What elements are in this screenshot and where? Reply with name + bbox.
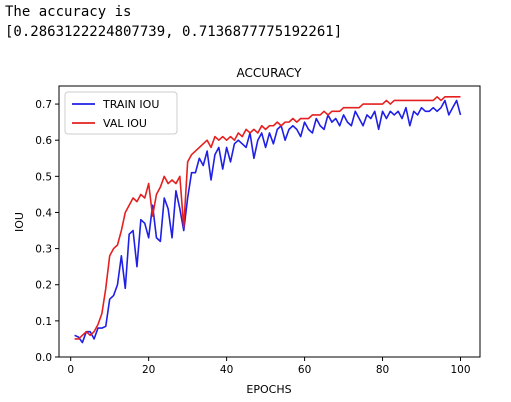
cell-output: The accuracy is [0.2863122224807739, 0.71…: [5, 2, 342, 42]
y-tick-label: 0.7: [35, 99, 52, 111]
plot-layer: [74, 96, 462, 344]
x-tick-label: 80: [376, 364, 389, 376]
x-tick-label: 100: [450, 364, 470, 376]
legend-label: VAL IOU: [103, 117, 147, 130]
y-tick-label: 0.5: [35, 171, 52, 183]
y-tick-label: 0.2: [35, 280, 52, 292]
legend-label: TRAIN IOU: [102, 98, 159, 111]
ticks-layer: 0 20 40 60 80 100 0.0 0.1 0.2 0.3 0.4 0.5 0.6 0.7: [35, 99, 470, 376]
series-line-train-iou: [74, 99, 462, 344]
y-tick-label: 0.6: [35, 135, 52, 147]
x-tick-label: 40: [220, 364, 233, 376]
y-tick-label: 0.4: [35, 207, 52, 219]
output-line-1: The accuracy is: [5, 4, 132, 20]
x-tick-label: 0: [67, 364, 74, 376]
x-axis-label: EPOCHS: [246, 383, 291, 396]
legend: TRAIN IOU VAL IOU: [64, 91, 178, 135]
plot-frame: [58, 85, 481, 358]
y-axis-label: IOU: [13, 212, 26, 232]
x-tick-label: 20: [142, 364, 155, 376]
output-line-2: [0.2863122224807739, 0.7136877775192261]: [5, 24, 343, 40]
chart-title: ACCURACY: [237, 66, 303, 80]
x-tick-label: 60: [298, 364, 311, 376]
series-line-val-iou: [74, 96, 461, 340]
y-tick-label: 0.3: [35, 244, 52, 256]
y-tick-label: 0.1: [35, 316, 52, 328]
y-tick-label: 0.0: [35, 352, 52, 364]
